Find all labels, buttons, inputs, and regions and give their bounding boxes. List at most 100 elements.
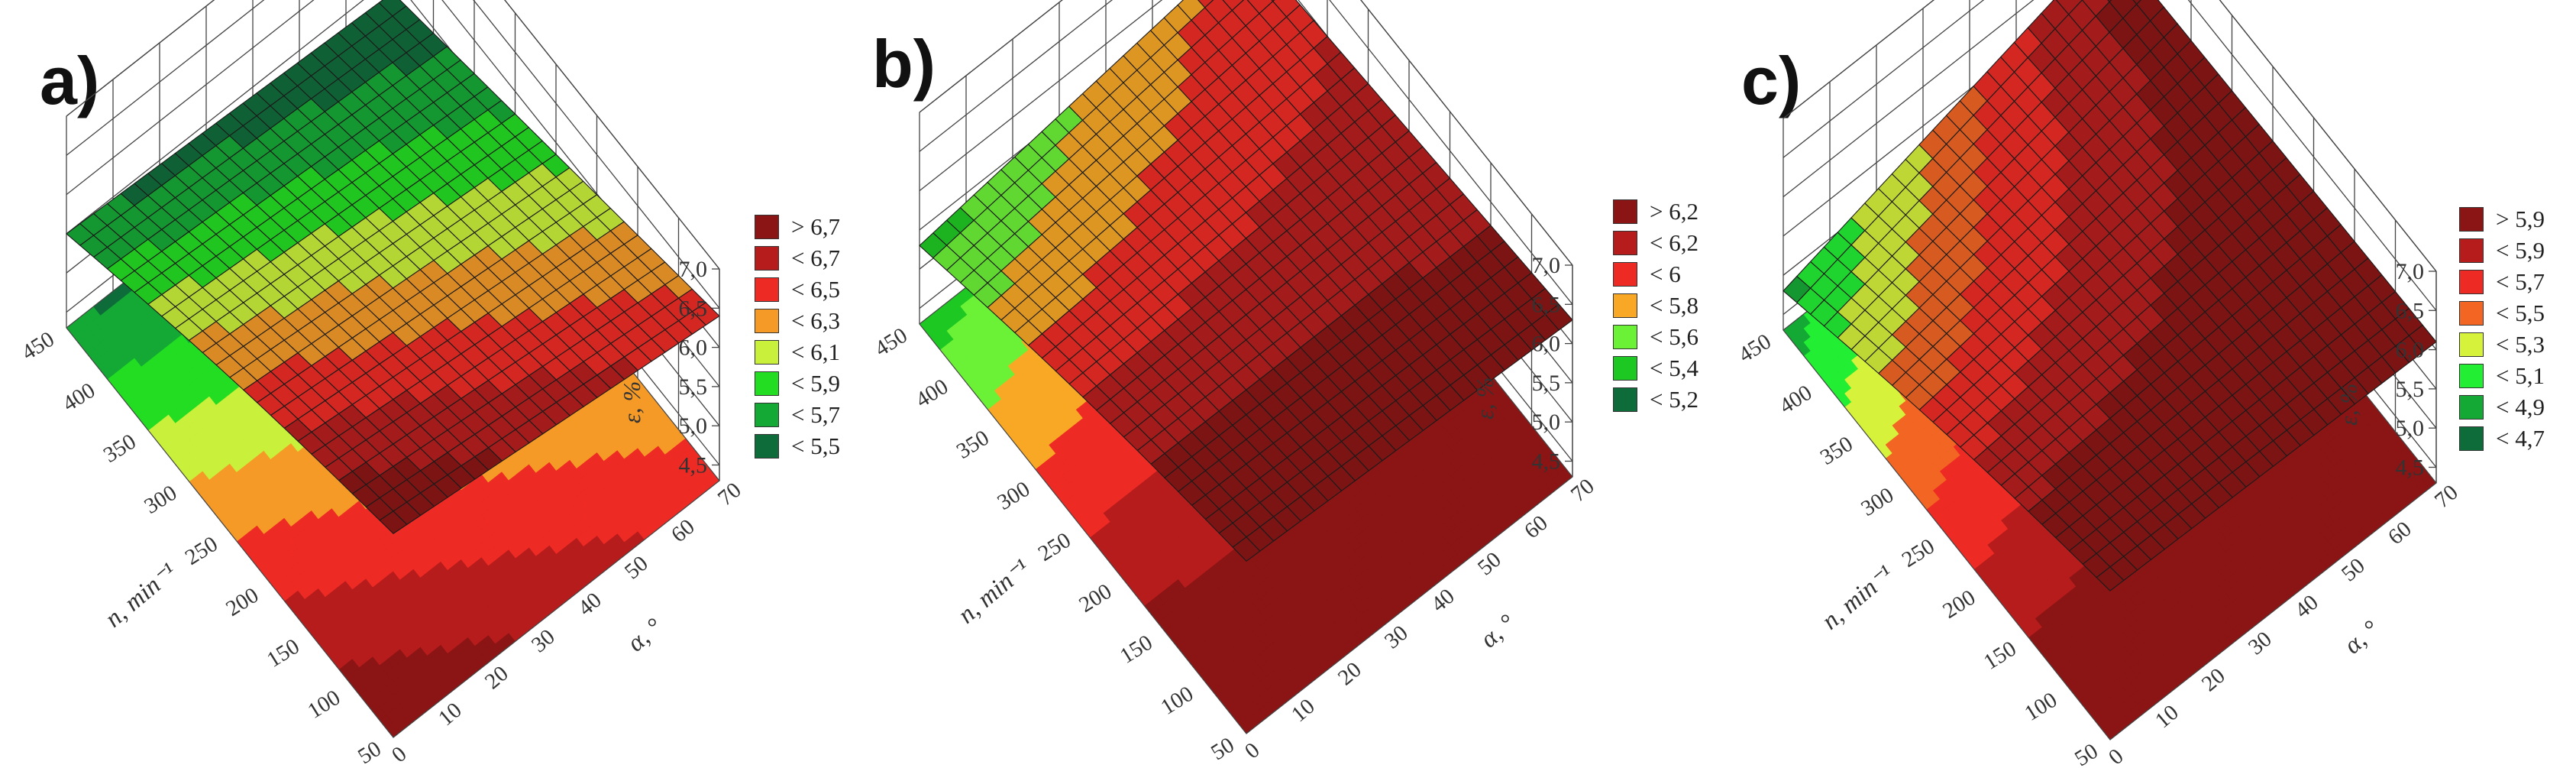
legend-label: < 6,3 bbox=[791, 307, 840, 334]
legend-label: < 6,1 bbox=[791, 339, 840, 365]
legend-swatch bbox=[2459, 332, 2484, 357]
legend-swatch bbox=[755, 371, 779, 396]
n-tick-label: 100 bbox=[2020, 688, 2061, 726]
n-tick-label: 100 bbox=[1156, 682, 1198, 720]
n-tick-label: 150 bbox=[1116, 630, 1157, 669]
n-tick-label: 50 bbox=[354, 737, 386, 768]
alpha-tick-label: 60 bbox=[667, 514, 700, 547]
legend-swatch bbox=[755, 215, 779, 239]
legend-swatch bbox=[2459, 207, 2484, 232]
panel-a: a) 4,5 5,0 5,5 6,0 6,5 7,0 ε, % 50 100 150 200 250 3… bbox=[0, 0, 858, 768]
alpha-axis-label: α, ° bbox=[2339, 615, 2384, 659]
z-axis-label: ε, % bbox=[1471, 378, 1498, 420]
legend-swatch bbox=[755, 403, 779, 427]
legend-swatch bbox=[1613, 231, 1637, 255]
surface-mesh bbox=[66, 0, 720, 534]
legend-swatch bbox=[1613, 356, 1637, 381]
surface-plot: 4,55,05,56,06,57,0ε, %501001502002503003… bbox=[871, 0, 1599, 766]
alpha-tick-label: 0 bbox=[2104, 744, 2128, 768]
alpha-tick-label: 10 bbox=[2151, 700, 2183, 733]
n-tick-label: 400 bbox=[1775, 381, 1816, 419]
panel-b: b) 4,5 5,0 5,5 6,0 6,5 7,0 ε, % 50 100 150 200 250 3… bbox=[858, 0, 1717, 768]
legend-swatch bbox=[1613, 293, 1637, 318]
alpha-tick-label: 30 bbox=[527, 624, 560, 657]
z-tick-label: 6,0 bbox=[1532, 332, 1561, 357]
legend-label: < 4,7 bbox=[2496, 425, 2545, 452]
alpha-tick-label: 10 bbox=[1287, 694, 1320, 727]
panel-label: a) bbox=[40, 43, 100, 118]
z-tick-label: 6,5 bbox=[679, 296, 708, 321]
legend-label: < 6 bbox=[1650, 261, 1681, 287]
z-tick-label: 4,5 bbox=[1532, 449, 1561, 474]
legend-label: < 5,6 bbox=[1650, 323, 1698, 350]
legend-swatch bbox=[755, 434, 779, 459]
legend-swatch bbox=[2459, 364, 2484, 388]
z-tick-label: 6,0 bbox=[2396, 338, 2425, 363]
legend-label: < 5,9 bbox=[2496, 237, 2545, 264]
n-tick-label: 50 bbox=[2070, 739, 2102, 768]
surface-mesh bbox=[1783, 0, 2437, 591]
axis-z: 4,5 5,0 5,5 6,0 6,5 7,0 ε, % bbox=[618, 257, 720, 481]
n-tick-label: 450 bbox=[1734, 329, 1776, 368]
z-tick-label: 4,5 bbox=[2396, 455, 2425, 480]
legend-swatch bbox=[2459, 238, 2484, 263]
alpha-tick-label: 50 bbox=[2337, 553, 2370, 586]
alpha-tick-label: 50 bbox=[620, 551, 653, 584]
n-tick-label: 200 bbox=[221, 583, 263, 621]
legend-swatch bbox=[1613, 325, 1637, 349]
legend-label: < 5,2 bbox=[1650, 386, 1698, 413]
legend-label: < 5,9 bbox=[791, 370, 840, 397]
alpha-tick-label: 30 bbox=[1380, 621, 1413, 653]
alpha-tick-label: 20 bbox=[2197, 663, 2230, 696]
n-tick-label: 300 bbox=[140, 481, 181, 519]
alpha-tick-label: 20 bbox=[480, 661, 513, 694]
alpha-tick-label: 30 bbox=[2244, 627, 2277, 659]
n-tick-label: 350 bbox=[952, 426, 994, 464]
legend-label: < 5,4 bbox=[1650, 355, 1698, 381]
z-tick-label: 4,5 bbox=[679, 452, 708, 478]
z-tick-label: 5,5 bbox=[2396, 377, 2425, 402]
panel-c: c) 4,5 5,0 5,5 6,0 6,5 7,0 ε, % 50 100 150 200 250 3… bbox=[1717, 0, 2575, 768]
alpha-tick-label: 10 bbox=[434, 698, 467, 731]
alpha-axis-label: α, ° bbox=[622, 613, 667, 657]
alpha-tick-label: 70 bbox=[2430, 480, 2463, 513]
z-tick-label: 6,5 bbox=[2396, 298, 2425, 323]
n-axis-label: n, min⁻¹ bbox=[953, 554, 1035, 629]
alpha-tick-label: 60 bbox=[2384, 517, 2416, 549]
n-tick-label: 250 bbox=[1034, 528, 1075, 566]
legend-label: < 5,3 bbox=[2496, 331, 2545, 358]
panel-label: b) bbox=[872, 26, 936, 102]
legend-label: < 5,5 bbox=[791, 433, 840, 459]
alpha-tick-label: 60 bbox=[1520, 510, 1553, 543]
n-tick-label: 450 bbox=[871, 323, 912, 361]
alpha-tick-label: 40 bbox=[1427, 584, 1459, 617]
z-tick-label: 5,5 bbox=[679, 374, 708, 400]
z-tick-label: 7,0 bbox=[2396, 259, 2425, 284]
legend-swatch bbox=[2459, 270, 2484, 294]
n-tick-label: 100 bbox=[303, 685, 344, 724]
alpha-tick-label: 0 bbox=[387, 742, 412, 768]
n-tick-label: 50 bbox=[1207, 733, 1239, 766]
legend-swatch bbox=[755, 340, 779, 365]
n-tick-label: 200 bbox=[1938, 585, 1980, 624]
alpha-tick-label: 70 bbox=[713, 478, 746, 510]
legend-swatch bbox=[755, 277, 779, 302]
z-tick-label: 7,0 bbox=[679, 257, 708, 282]
legend-label: < 6,7 bbox=[791, 245, 840, 271]
legend-label: < 6,2 bbox=[1650, 229, 1698, 256]
legend-label: > 6,2 bbox=[1650, 198, 1698, 225]
panel-label: c) bbox=[1741, 43, 1802, 118]
legend-swatch bbox=[1613, 387, 1637, 412]
surface-plot: 4,55,05,56,06,57,0ε, %501001502002503003… bbox=[1734, 0, 2463, 768]
n-tick-label: 450 bbox=[18, 327, 59, 365]
legend-label: < 5,7 bbox=[791, 401, 840, 428]
legend-label: < 6,5 bbox=[791, 276, 840, 303]
n-tick-label: 350 bbox=[1816, 432, 1857, 470]
legend-label: < 5,1 bbox=[2496, 362, 2545, 389]
legend-swatch bbox=[755, 309, 779, 333]
z-tick-label: 7,0 bbox=[1532, 253, 1561, 278]
alpha-tick-label: 0 bbox=[1240, 738, 1265, 764]
z-axis-label: ε, % bbox=[618, 381, 645, 423]
legend-label: < 5,5 bbox=[2496, 300, 2545, 326]
alpha-axis-label: α, ° bbox=[1475, 609, 1521, 653]
